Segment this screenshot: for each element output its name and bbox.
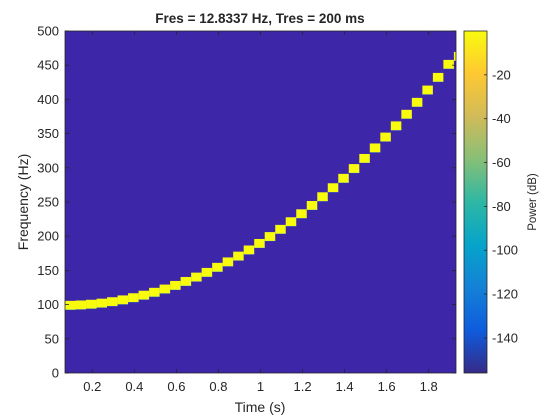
ridge-cell [369,143,381,153]
ridge-cell [453,51,456,61]
x-tick-label: 0.2 [83,379,101,394]
ridge-cell [86,299,97,309]
colorbar-gradient [463,30,488,374]
x-axis-label: Time (s) [235,399,286,415]
x-tick-label: 1.2 [294,379,312,394]
y-tick-label: 250 [37,195,59,210]
ridge-cell [254,238,265,248]
spectral-ridge [65,51,456,310]
colorbar-tick-label: -60 [492,155,511,170]
ridge-cell [296,209,307,219]
ridge-cell [390,121,402,131]
ridge-cell [65,300,76,310]
y-axis: 0 50 100 150 200 250 300 350 400 450 500 [37,24,456,381]
ridge-cell [275,224,286,234]
ridge-cell [285,217,297,227]
ridge-cell [306,200,318,210]
y-tick-label: 400 [37,92,59,107]
colorbar-tick-label: -40 [492,111,511,126]
chart-title: Fres = 12.8337 Hz, Tres = 200 ms [155,11,364,26]
ridge-cell [180,276,192,286]
ridge-cell [149,287,160,297]
ridge-cell [432,72,444,82]
x-tick-label: 0.8 [209,379,227,394]
ridge-cell [96,298,108,308]
colorbar-label: Power (dB) [527,173,539,231]
colorbar-ticks: -140 -120 -100 -80 -60 -40 -20 [484,67,518,345]
ridge-cell [138,290,150,300]
ridge-cell [317,192,328,202]
ridge-cell [380,132,391,142]
colorbar-tick-label: -80 [492,199,511,214]
ridge-cell [75,300,87,310]
colorbar-tick-label: -100 [492,243,518,258]
y-tick-label: 500 [37,24,59,39]
ridge-cell [348,164,360,173]
y-tick-label: 200 [37,229,59,244]
ridge-cell [243,245,255,255]
ridge-cell [401,109,412,119]
ridge-cell [212,262,223,272]
plot-area [64,30,457,374]
x-tick-label: 0.6 [167,379,185,394]
ridge-cell [201,267,213,277]
plot-background [65,31,456,373]
ridge-cell [233,251,244,261]
ridge-cell [338,173,349,183]
x-tick-label: 0.4 [125,379,143,394]
y-tick-label: 350 [37,126,59,141]
y-tick-label: 100 [37,297,59,312]
x-tick-label: 1.4 [336,379,354,394]
y-tick-label: 450 [37,58,59,73]
ridge-cell [422,85,433,95]
y-tick-label: 150 [37,263,59,278]
ridge-cell [327,183,339,193]
ridge-cell [222,257,234,267]
ridge-cell [359,153,370,163]
ridge-cell [117,295,129,305]
colorbar: -140 -120 -100 -80 -60 -40 -20 Power (dB) [463,30,539,374]
ridge-cell [264,232,276,241]
colorbar-tick-label: -20 [492,67,511,82]
y-tick-label: 0 [52,366,59,381]
x-tick-label: 1.6 [378,379,396,394]
colorbar-tick-label: -140 [492,330,518,345]
ridge-cell [159,284,171,294]
x-tick-label: 1 [257,379,264,394]
ridge-cell [191,272,202,282]
y-axis-label: Frequency (Hz) [15,154,31,250]
ridge-cell [170,280,181,290]
x-axis: 0.2 0.4 0.6 0.8 1 1.2 1.4 1.6 1.8 [83,31,438,394]
y-tick-label: 300 [37,160,59,175]
colorbar-tick-label: -120 [492,287,518,302]
ridge-cell [128,293,139,303]
y-tick-label: 50 [45,331,59,346]
ridge-cell [443,59,454,69]
x-tick-label: 1.8 [420,379,438,394]
ridge-cell [411,97,423,107]
ridge-cell [107,297,118,307]
